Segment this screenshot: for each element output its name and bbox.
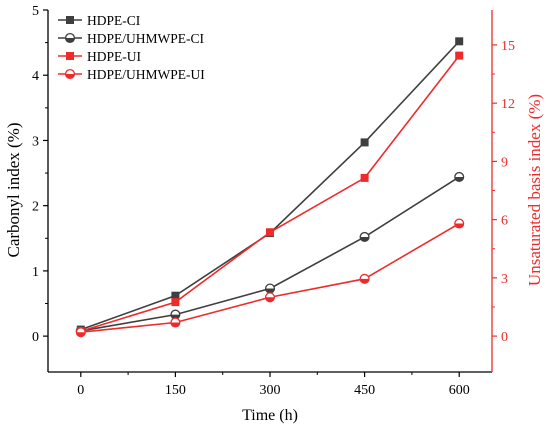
x-tick-label: 150 (165, 383, 186, 398)
legend-item: HDPE/UHMWPE-CI (58, 31, 205, 46)
marker-fill (170, 314, 180, 320)
marker-fill (454, 176, 464, 182)
data-point (359, 231, 370, 243)
series-line (80, 176, 460, 332)
data-point (359, 273, 370, 284)
x-tick-label: 600 (449, 383, 470, 398)
series-layer (75, 37, 465, 338)
left-tick-label: 2 (32, 200, 39, 215)
right-tick-label: 15 (501, 39, 515, 54)
left-tick-label: 1 (32, 265, 39, 280)
marker-fill (265, 288, 275, 293)
legend-item: HDPE-UI (58, 49, 141, 64)
right-tick-label: 6 (501, 214, 508, 229)
data-point (264, 292, 276, 303)
data-point (360, 138, 369, 147)
marker-fill (65, 74, 75, 79)
right-axis-ticks: 0 3 6 9 12 15 (492, 39, 515, 345)
marker-fill (360, 278, 370, 284)
x-axis-ticks: 0 150 300 450 600 (77, 372, 470, 398)
marker-fill (454, 223, 464, 228)
y-axis-left-label: Carbonyl index (%) (4, 122, 23, 257)
marker-fill (65, 38, 75, 43)
right-tick-label: 0 (501, 330, 508, 345)
data-point (266, 228, 274, 237)
left-tick-label: 5 (32, 4, 39, 19)
data-point (454, 218, 465, 229)
data-point (264, 283, 276, 294)
right-tick-label: 3 (501, 272, 508, 287)
data-point (360, 173, 369, 182)
marker-fill (76, 332, 86, 337)
y-axis-right-label: Unsaturated basis index (%) (525, 94, 544, 286)
legend-marker (64, 32, 76, 44)
x-tick-label: 300 (260, 383, 281, 398)
series-hdpe-uhmwpe-ui (75, 218, 465, 338)
x-tick-label: 450 (354, 383, 375, 398)
data-point (455, 51, 464, 60)
right-tick-label: 9 (501, 155, 508, 170)
legend-marker (64, 68, 76, 80)
marker-fill (360, 236, 370, 242)
series-line (80, 222, 460, 334)
left-tick-label: 4 (32, 69, 39, 84)
left-tick-label: 3 (32, 134, 39, 149)
data-point (170, 317, 181, 328)
legend-item: HDPE/UHMWPE-UI (58, 67, 205, 82)
data-point (455, 37, 464, 46)
legend-label: HDPE/UHMWPE-UI (87, 67, 205, 82)
data-point (454, 171, 465, 183)
data-point (171, 291, 180, 300)
legend-label: HDPE-CI (87, 13, 141, 28)
x-tick-label: 0 (77, 383, 84, 398)
legend: HDPE-CI HDPE/UHMWPE-CI HDPE-UI HDPE/UHMWPE-… (58, 13, 205, 82)
data-point (171, 298, 180, 307)
right-tick-label: 12 (501, 97, 515, 112)
marker-fill (265, 297, 275, 302)
marker-fill (170, 322, 180, 327)
left-axis-ticks: 0 1 2 3 4 5 (32, 4, 48, 345)
legend-label: HDPE-UI (87, 49, 141, 64)
legend-marker (66, 16, 74, 24)
legend-marker (66, 52, 74, 60)
x-axis-label: Time (h) (242, 407, 298, 424)
data-point (75, 327, 86, 338)
legend-item: HDPE-CI (58, 13, 141, 28)
left-tick-label: 0 (32, 330, 39, 345)
legend-label: HDPE/UHMWPE-CI (87, 31, 205, 46)
